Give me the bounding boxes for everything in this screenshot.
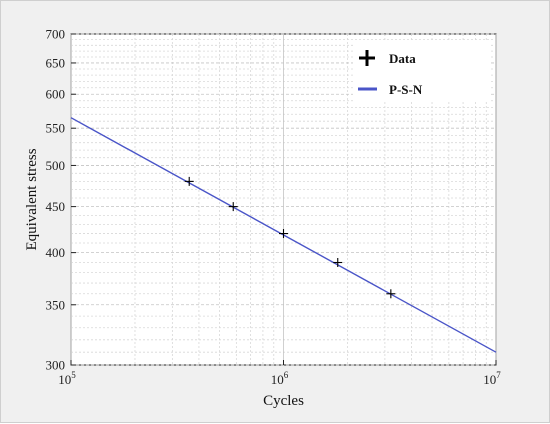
y-tick-label: 650: [46, 55, 66, 70]
x-tick-label: 107: [483, 370, 501, 387]
data-points-series: [184, 176, 396, 299]
data-point: [279, 229, 288, 239]
y-tick-label: 700: [46, 27, 66, 42]
y-tick-label: 500: [46, 158, 66, 173]
data-point: [386, 289, 396, 299]
legend-plus-icon: [359, 50, 375, 66]
legend: Data P-S-N: [353, 42, 491, 102]
y-axis-label: Equivalent stress: [24, 148, 40, 250]
major-grid: [70, 33, 497, 366]
y-tick-label: 350: [46, 297, 66, 312]
data-point: [184, 176, 194, 186]
legend-label-data: Data: [389, 51, 416, 66]
x-tick-label: 106: [271, 370, 289, 387]
x-tick-label: 105: [58, 370, 76, 387]
y-tick-label: 400: [46, 245, 66, 260]
legend-label-psn: P-S-N: [389, 82, 423, 97]
x-axis-label: Cycles: [263, 393, 304, 409]
y-axis-ticks: 300 350 400 450 500 550 600 650 700: [46, 27, 76, 373]
legend-box: [353, 42, 491, 102]
data-point: [228, 202, 238, 212]
y-tick-label: 550: [46, 121, 66, 136]
y-tick-label: 450: [46, 199, 66, 214]
y-tick-label: 600: [46, 87, 66, 102]
y-tick-label: 300: [46, 358, 66, 373]
x-axis-ticks: 105 106 107: [58, 360, 501, 387]
data-point: [333, 258, 343, 268]
